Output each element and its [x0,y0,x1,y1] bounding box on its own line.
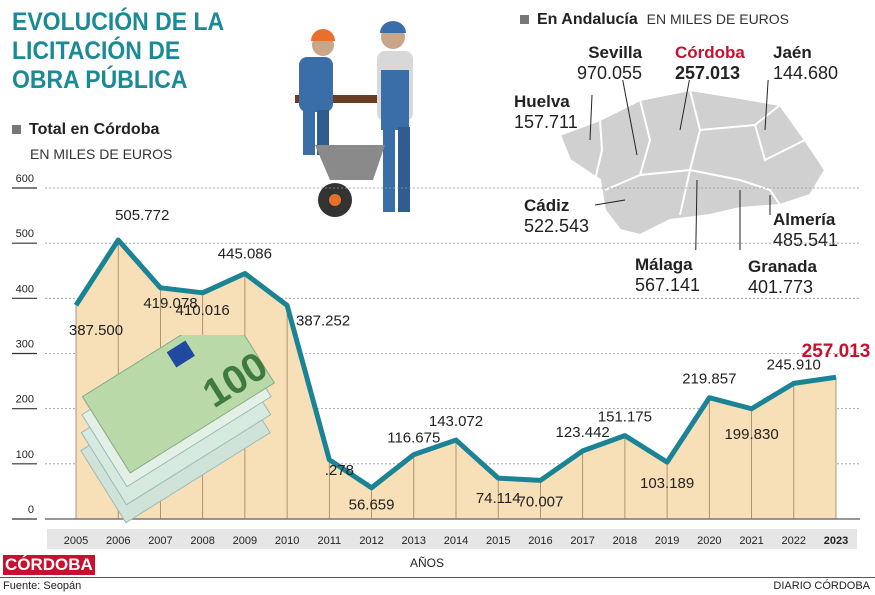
x-tick-label: 2009 [233,535,257,547]
square-bullet-icon [520,15,529,24]
province-value: 144.680 [773,63,839,83]
x-tick-label: 2023 [824,535,848,547]
data-label: 103.189 [640,475,694,492]
map-label-granada: Granada 401.773 [748,256,817,298]
data-label: 245.910 [767,356,821,373]
province-value: 485.541 [773,230,839,250]
title-line: LICITACIÓN DE [12,37,181,65]
data-label: 219.857 [682,371,736,388]
chart-unit: EN MILES DE EUROS [30,146,173,162]
y-tick-label: 500 [16,228,34,240]
data-label: 123.442 [556,424,610,441]
data-label: 116.675 [387,430,440,447]
map-label-cordoba: Córdoba 257.013 [675,42,745,84]
x-axis-band [47,529,857,549]
line-area-chart: 0 100 200 300 400 500 600 387.500 505.772 419.078… [12,173,871,520]
province-name: Córdoba [675,43,745,62]
x-tick-label: 2013 [402,535,426,547]
y-tick-label: 600 [16,173,34,185]
x-tick-label: 2018 [613,535,637,547]
x-axis-title: AÑOS [410,556,445,570]
x-axis-labels: 2005 2006 2007 2008 2009 2010 2011 2012 2013 2014… [64,535,848,547]
data-label: 74.114 [476,490,521,507]
map-unit: EN MILES DE EUROS [646,11,790,27]
credit-text: DIARIO CÓRDOBA [773,580,870,592]
data-label: 257.013 [802,341,871,362]
x-tick-label: 2015 [486,535,510,547]
data-label: 505.772 [115,207,169,224]
map-heading: En Andalucía EN MILES DE EUROS [520,11,789,29]
map-label-malaga: Málaga 567.141 [635,254,700,296]
data-label: 143.072 [429,413,483,430]
page-title: EVOLUCIÓN DE LA LICITACIÓN DE OBRA PÚBLI… [12,8,224,95]
workers-illustration [295,21,413,217]
map-label-jaen: Jaén 144.680 [773,42,838,84]
province-value: 257.013 [675,63,741,83]
map-label-huelva: Huelva 157.711 [514,91,578,133]
data-label: 410.016 [176,302,230,319]
data-label: 70.007 [517,493,563,510]
x-tick-label: 2011 [318,535,342,547]
map-label-almeria: Almería 485.541 [773,209,838,251]
province-name: Málaga [635,255,693,274]
source-text: Fuente: Seopán [3,580,82,592]
province-name: Granada [748,257,817,276]
data-label: 151.175 [598,409,652,426]
data-label: 387.500 [69,322,123,339]
x-tick-label: 2017 [570,535,594,547]
x-tick-label: 2021 [739,535,763,547]
province-name: Huelva [514,92,570,111]
x-tick-label: 2019 [655,535,679,547]
province-name: Sevilla [588,43,643,62]
province-name: Almería [773,210,836,229]
footer-divider [0,577,875,578]
euro-banknotes-illustration: 100 [80,335,275,524]
title-line: EVOLUCIÓN DE LA [12,8,225,36]
province-name: Cádiz [524,196,570,215]
x-tick-label: 2005 [64,535,88,547]
data-label: 56.659 [349,497,395,514]
data-label: 387.252 [296,312,350,329]
data-label: 419.078 [143,295,197,312]
y-tick-label: 200 [16,394,34,406]
map-label-cadiz: Cádiz 522.543 [524,195,589,237]
cordoba-logo: CÓRDOBA [3,555,95,575]
data-label: .278 [325,462,354,479]
data-label: 199.830 [724,426,778,443]
province-value: 567.141 [635,275,701,295]
x-tick-label: 2022 [782,535,806,547]
chart-heading-text: Total en Córdoba [29,121,160,138]
x-tick-label: 2016 [528,535,552,547]
map-heading-text: En Andalucía [537,11,638,28]
province-name: Jaén [773,43,812,62]
y-tick-label: 0 [28,504,34,516]
x-tick-label: 2010 [275,535,299,547]
y-tick-label: 100 [16,449,34,461]
data-label: 445.086 [218,245,272,262]
province-value: 522.543 [524,216,590,236]
province-value: 401.773 [748,277,814,297]
x-tick-label: 2012 [359,535,383,547]
x-tick-label: 2006 [106,535,130,547]
x-tick-label: 2008 [190,535,214,547]
y-tick-label: 300 [16,339,34,351]
map-label-sevilla: Sevilla 970.055 [577,42,642,84]
title-line: OBRA PÚBLICA [12,66,188,94]
province-value: 970.055 [577,63,643,83]
x-tick-label: 2007 [148,535,172,547]
square-bullet-icon [12,125,21,134]
series-line [73,237,837,491]
andalucia-map [558,80,827,250]
x-tick-label: 2020 [697,535,721,547]
chart-heading: Total en Córdoba [12,121,159,139]
x-tick-label: 2014 [444,535,468,547]
province-value: 157.711 [514,112,578,132]
y-tick-label: 400 [16,283,34,295]
